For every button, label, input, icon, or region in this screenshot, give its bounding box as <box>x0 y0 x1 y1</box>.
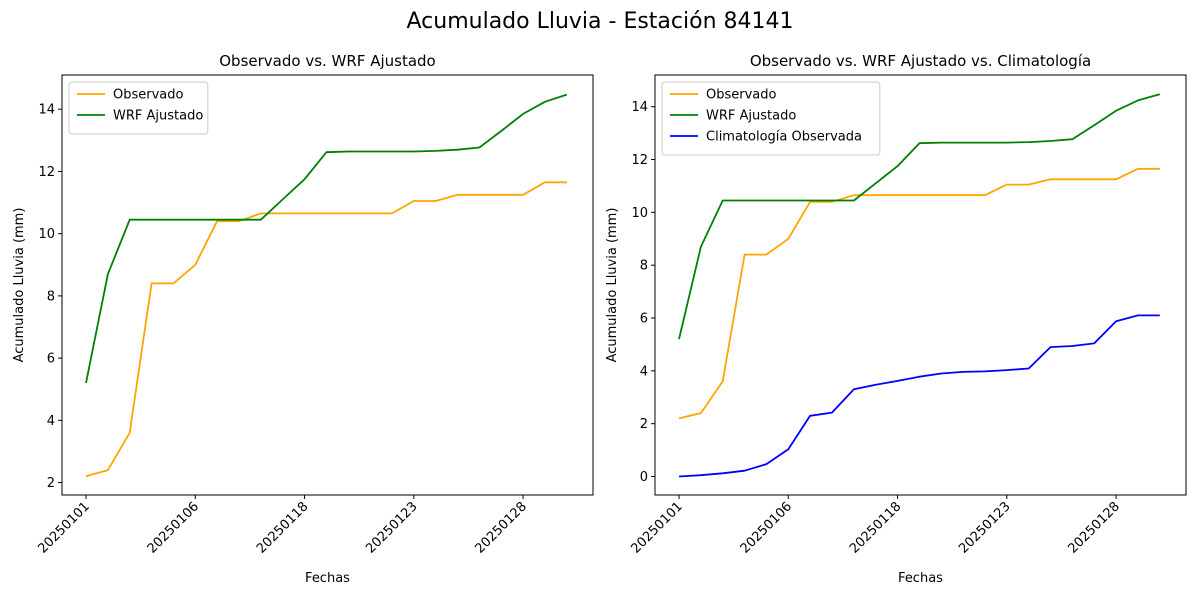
chart-2-y-tick-label: 0 <box>640 470 648 485</box>
chart-2-series-line-3 <box>678 314 1160 478</box>
chart-2-x-axis-label: Fechas <box>898 571 943 586</box>
chart-1-x-tick-label: 20250106 <box>145 499 202 556</box>
chart-2-y-axis-label: Acumulado Lluvia (mm) <box>605 208 620 363</box>
chart-1-legend-box <box>68 81 209 135</box>
chart-2-title: Observado vs. WRF Ajustado vs. Climatolo… <box>750 52 1091 70</box>
chart-2-legend-label-2: WRF Ajustado <box>706 109 796 124</box>
chart-1-y-tick-label: 10 <box>38 227 55 242</box>
chart-2-y-tick-label: 8 <box>640 259 648 274</box>
chart-1-axes-frame <box>61 74 594 496</box>
figure-title: Acumulado Lluvia - Estación 84141 <box>406 9 794 34</box>
chart-2-x-tick-label: 20250128 <box>1066 499 1123 556</box>
chart-2-series-line-2 <box>678 93 1161 340</box>
chart-1-series-line-2 <box>85 93 568 384</box>
chart-2-y-tick-label: 14 <box>631 100 648 115</box>
chart-1-y-tick-label: 4 <box>47 414 55 429</box>
chart-1-series-line-1 <box>85 181 567 478</box>
chart-2-x-tick-label: 20250101 <box>628 499 685 556</box>
chart-1-y-tick-label: 2 <box>47 476 55 491</box>
chart-1-x-tick-label: 20250123 <box>363 499 420 556</box>
chart-2-legend-box <box>661 81 881 156</box>
chart-1-x-axis-label: Fechas <box>305 571 350 586</box>
chart-1-legend-label-1: Observado <box>113 88 184 103</box>
chart-2-x-tick-label: 20250118 <box>847 499 904 556</box>
chart-2-y-tick-label: 10 <box>631 206 648 221</box>
chart-2-y-tick-label: 12 <box>631 153 648 168</box>
chart-1-x-tick-label: 20250118 <box>254 499 311 556</box>
chart-2-x-tick-label: 20250123 <box>956 499 1013 556</box>
chart-2-legend-label-3: Climatología Observada <box>706 130 862 145</box>
chart-1-legend-label-2: WRF Ajustado <box>113 109 203 124</box>
chart-2-series-line-1 <box>678 167 1160 420</box>
chart-2-y-tick-label: 4 <box>640 364 648 379</box>
chart-1-x-tick-label: 20250101 <box>35 499 92 556</box>
chart-2-y-tick-label: 6 <box>640 312 648 327</box>
chart-1-y-tick-label: 6 <box>47 352 55 367</box>
chart-2-y-tick-label: 2 <box>640 417 648 432</box>
chart-2-x-tick-label: 20250106 <box>738 499 795 556</box>
chart-2-axes-frame <box>654 74 1187 496</box>
chart-1-y-tick-label: 12 <box>38 165 55 180</box>
chart-1-title: Observado vs. WRF Ajustado <box>219 52 435 70</box>
chart-1-y-tick-label: 8 <box>47 289 55 304</box>
chart-1-x-tick-label: 20250128 <box>473 499 530 556</box>
chart-1-y-axis-label: Acumulado Lluvia (mm) <box>12 208 27 363</box>
chart-2-legend-label-1: Observado <box>706 88 777 103</box>
chart-1-y-tick-label: 14 <box>38 103 55 118</box>
